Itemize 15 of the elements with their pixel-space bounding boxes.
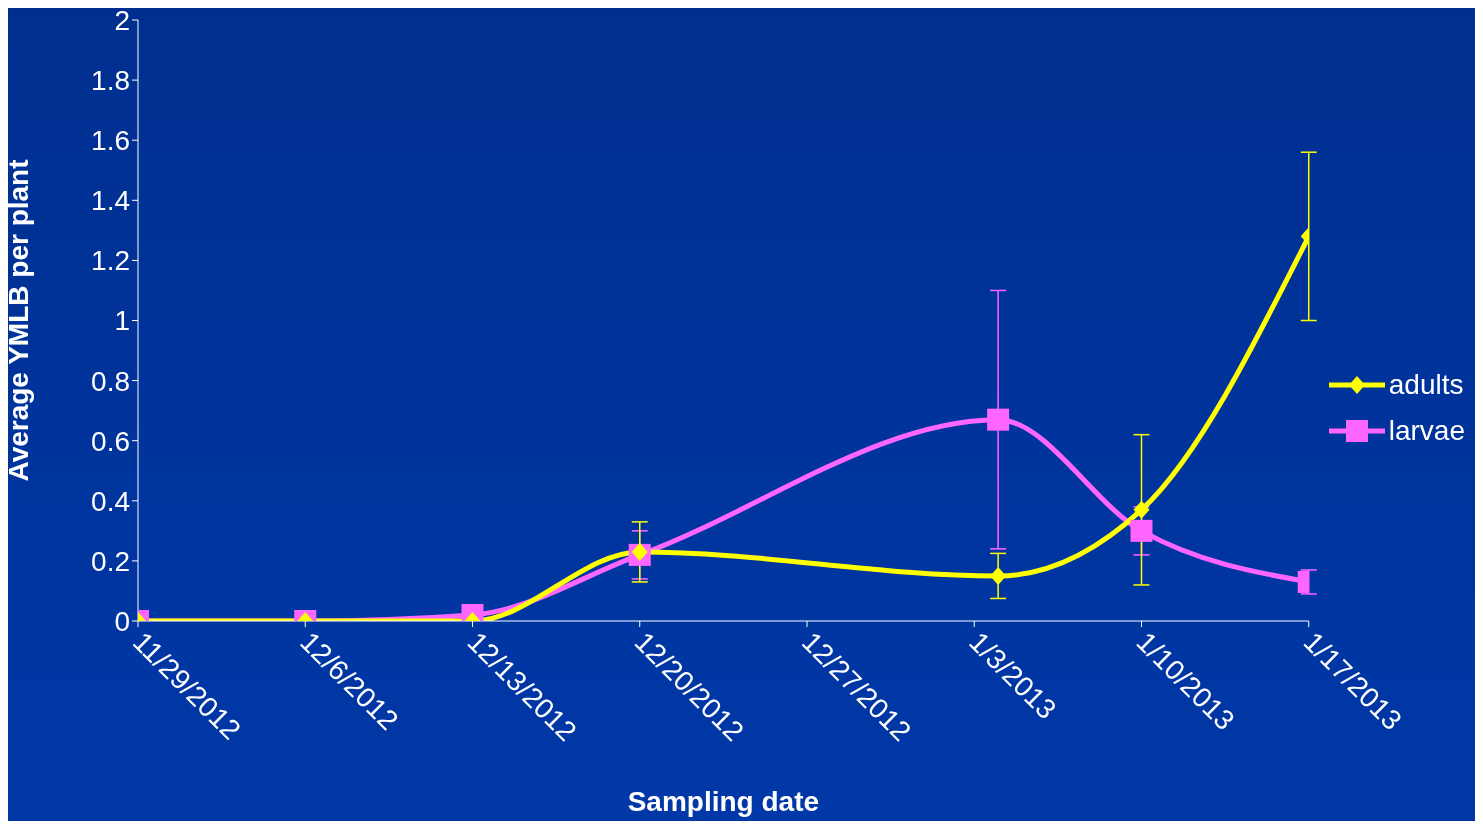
y-tick-label: 1 — [114, 305, 130, 337]
y-tick-label: 2 — [114, 4, 130, 36]
y-tick-label: 1.2 — [91, 245, 130, 277]
y-tick-label: 0.2 — [91, 545, 130, 577]
y-tick-label: 0.4 — [91, 485, 130, 517]
y-tick-label: 0.8 — [91, 365, 130, 397]
legend-label: adults — [1388, 368, 1464, 401]
legend-label: larvae — [1388, 414, 1465, 447]
y-tick-label: 1.4 — [91, 185, 130, 217]
y-tick-label: 1.6 — [91, 125, 130, 157]
y-tick-label: 0.6 — [91, 425, 130, 457]
y-tick-label: 1.8 — [91, 65, 130, 97]
y-tick-label: 0 — [114, 605, 130, 637]
y-axis-title: Average YMLB per plant — [2, 159, 34, 482]
x-axis-title: Sampling date — [627, 786, 820, 817]
